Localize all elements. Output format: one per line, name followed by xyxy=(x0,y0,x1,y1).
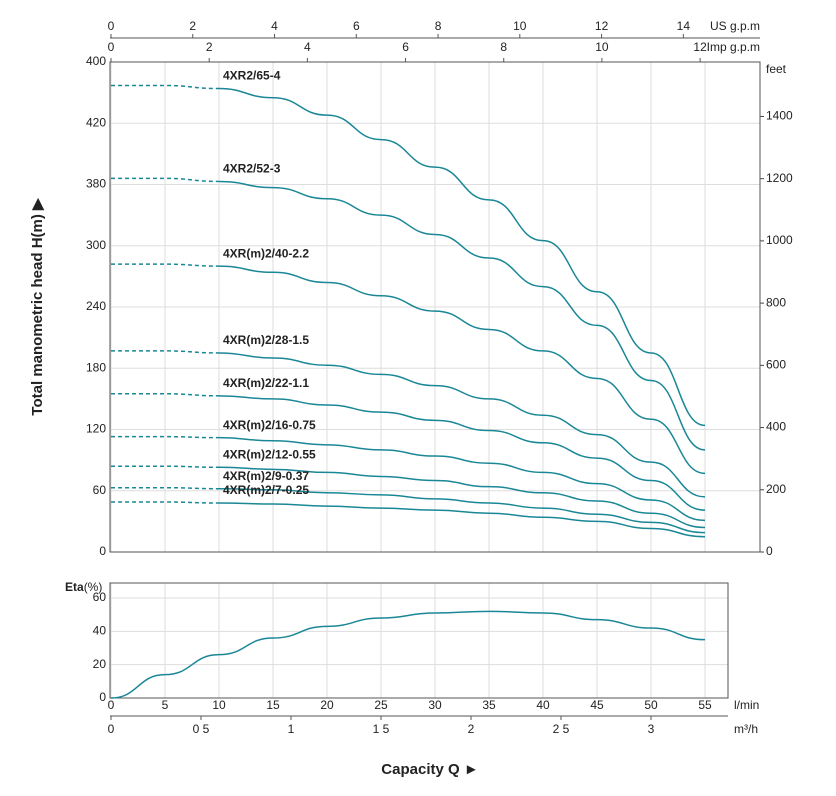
y-tick-label: 60 xyxy=(93,590,107,604)
y2-tick-label: 600 xyxy=(766,358,786,372)
curve-label: 4XR(m)2/16-0.75 xyxy=(223,418,316,432)
y-tick-label: 0 xyxy=(99,544,106,558)
top-axis-tick-label: 2 xyxy=(189,19,196,33)
top-axis-tick-label: 0 xyxy=(108,19,115,33)
curve xyxy=(218,265,706,475)
curve xyxy=(110,263,220,267)
top-axis-tick-label: 10 xyxy=(595,40,609,54)
bottom-axis-tick-label: 1 xyxy=(288,722,295,736)
y-tick-label: 300 xyxy=(86,238,106,252)
x-tick-label: 40 xyxy=(536,698,550,712)
curve xyxy=(111,486,220,490)
y2-label: feet xyxy=(766,62,787,76)
y-tick-label: 420 xyxy=(86,115,106,129)
top-axis-tick-label: 0 xyxy=(108,40,115,54)
top-axis-label: US g.p.m xyxy=(710,19,760,33)
bottom-axis-tick-label: 0 5 xyxy=(193,722,210,736)
curve xyxy=(218,352,706,498)
y-title: Total manometric head H(m) ▶ xyxy=(29,197,46,416)
top-axis-label: Imp g.p.m xyxy=(707,40,760,54)
curve-label: 4XR(m)2/28-1.5 xyxy=(223,333,309,347)
top-axis-tick-label: 2 xyxy=(206,40,213,54)
y-label-unit: (%) xyxy=(84,580,103,594)
y-label: Eta(%) xyxy=(65,580,102,594)
curve-label: 4XR(m)2/12-0.55 xyxy=(223,447,316,461)
x-tick-label: 15 xyxy=(266,698,280,712)
curve-label: 4XR(m)2/40-2.2 xyxy=(223,246,309,260)
curve xyxy=(110,350,220,354)
curve xyxy=(218,487,706,534)
top-axis-tick-label: 14 xyxy=(677,19,691,33)
y-tick-label: 240 xyxy=(86,299,106,313)
y2-tick-label: 0 xyxy=(766,544,773,558)
top-axis-tick-label: 4 xyxy=(304,40,311,54)
curve xyxy=(111,84,220,90)
y2-tick-label: 1000 xyxy=(766,233,793,247)
y-tick-label: 180 xyxy=(86,360,106,374)
curve xyxy=(218,436,706,522)
curve xyxy=(110,435,220,439)
curve-label: 4XR2/52-3 xyxy=(223,162,281,176)
x-tick-label: 50 xyxy=(644,698,658,712)
x-tick-label: 35 xyxy=(482,698,496,712)
top-axis-tick-label: 4 xyxy=(271,19,278,33)
curve xyxy=(218,180,706,451)
x-title: Capacity Q ► xyxy=(381,761,478,778)
y-tick-label: 20 xyxy=(93,657,107,671)
bottom-axis-tick-label: 2 xyxy=(468,722,475,736)
top-axis-tick-label: 12 xyxy=(693,40,707,54)
y2-tick-label: 1400 xyxy=(766,109,793,123)
y2-tick-label: 1200 xyxy=(766,171,793,185)
curve xyxy=(110,177,220,183)
y2-tick-label: 400 xyxy=(766,420,786,434)
bottom-axis-tick-label: 1 5 xyxy=(373,722,390,736)
x-tick-label: 20 xyxy=(320,698,334,712)
bottom-axis-tick-label: 2 5 xyxy=(553,722,570,736)
curve xyxy=(218,395,706,511)
top-axis-tick-label: 6 xyxy=(402,40,409,54)
curve xyxy=(110,610,706,699)
y-tick-label: 60 xyxy=(93,483,107,497)
x-tick-label: 55 xyxy=(698,698,712,712)
x-tick-label: 45 xyxy=(590,698,604,712)
top-axis-tick-label: 12 xyxy=(595,19,609,33)
y2-tick-label: 200 xyxy=(766,482,786,496)
y-tick-label: 380 xyxy=(86,177,106,191)
top-axis-tick-label: 8 xyxy=(435,19,442,33)
plot-frame xyxy=(109,582,729,699)
bottom-axis-tick-label: 0 xyxy=(108,722,115,736)
y-tick-label: 0 xyxy=(99,690,106,704)
bottom-axis-tick-label: 3 xyxy=(648,722,655,736)
y-label-name: Eta xyxy=(65,580,84,594)
top-axis-tick-label: 10 xyxy=(513,19,527,33)
y-tick-label: 120 xyxy=(86,422,106,436)
bottom-axis-label: m³/h xyxy=(734,722,758,736)
curve xyxy=(111,465,220,469)
y2-tick-label: 800 xyxy=(766,295,786,309)
x-label: l/min xyxy=(734,698,759,712)
x-tick-label: 0 xyxy=(108,698,115,712)
x-tick-label: 25 xyxy=(374,698,388,712)
curve xyxy=(110,393,220,397)
curve-label: 4XR(m)2/9-0.37 xyxy=(223,469,309,483)
curve xyxy=(111,501,220,504)
x-tick-label: 30 xyxy=(428,698,442,712)
y-tick-label: 40 xyxy=(93,624,107,638)
x-tick-label: 5 xyxy=(162,698,169,712)
curve-label: 4XR2/65-4 xyxy=(223,69,281,83)
top-axis-tick-label: 8 xyxy=(500,40,507,54)
curve xyxy=(218,87,706,427)
top-axis-tick-label: 6 xyxy=(353,19,360,33)
curve-label: 4XR(m)2/7-0.25 xyxy=(223,483,309,497)
x-tick-label: 10 xyxy=(212,698,226,712)
curve-label: 4XR(m)2/22-1.1 xyxy=(223,376,309,390)
y-tick-label: 400 xyxy=(86,54,106,68)
curve xyxy=(218,502,706,538)
curve xyxy=(218,466,706,529)
